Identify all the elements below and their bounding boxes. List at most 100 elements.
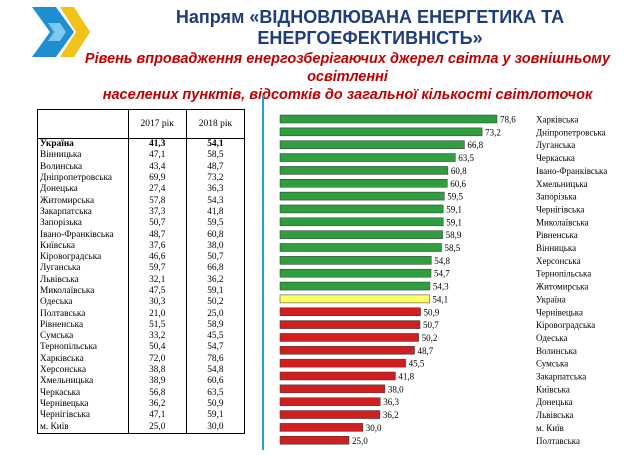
table-header-2018: 2018 рік [185,109,246,139]
category-label: Запорізька [536,192,577,202]
category-label: Одеська [536,333,568,343]
table-cell-2017: 69,9 [127,172,187,185]
bar-value-label: 58,5 [445,243,461,253]
category-label: Харківська [536,115,578,125]
chart-bar [279,397,381,406]
table-row: Львівська 32,1 36,2 [37,274,246,286]
bar-value-label: 36,2 [383,410,399,420]
bar-value-label: 54,3 [433,282,449,292]
bar-value-label: 48,7 [418,346,434,356]
table-row: Харківська 72,0 78,6 [37,353,246,365]
divider-line [262,95,264,450]
category-label: Полтавська [536,436,580,446]
bar-value-label: 50,7 [423,320,439,330]
chart-bar [279,256,432,265]
table-cell-2018: 60,6 [185,376,246,388]
table-cell-2018: 78,6 [185,353,246,365]
table-cell-region: Луганська [37,263,129,275]
table-cell-region: Житомирська [37,195,129,207]
table-row: Запорізька 50,7 59,5 [37,218,246,230]
table-cell-region: м. Київ [37,421,129,434]
table-row: м. Київ 25,0 30,0 [37,421,246,434]
table-cell-region: Кіровоградська [37,251,129,264]
table-cell-region: Тернопільська [37,342,129,354]
table-cell-region: Рівненська [37,319,129,332]
table-row: Житомирська 57,8 54,3 [37,195,246,207]
category-label: Сумська [536,359,568,369]
bar-value-label: 36,3 [383,397,399,407]
table-cell-2017: 21,0 [127,308,187,320]
table-row: Миколаївська 47,5 59,1 [37,285,246,298]
table-cell-2017: 36,2 [127,398,187,411]
category-label: Чернігівська [536,205,584,215]
table-cell-region: Полтавська [37,308,129,320]
chart-bar [279,294,430,304]
table-cell-2017: 27,4 [127,184,187,196]
title-line-1: Напрям «ВІДНОВЛЮВАНА ЕНЕРГЕТИКА ТА [175,7,565,27]
bar-value-label: 50,9 [424,307,440,317]
table-cell-2017: 47,1 [127,410,187,422]
category-label: Рівненська [536,230,578,240]
table-cell-2017: 47,1 [127,150,187,162]
category-label: Волинська [536,346,577,356]
chart-bar [279,191,445,201]
table-cell-2018: 45,5 [185,331,246,343]
table-cell-2017: 30,3 [127,297,187,309]
table-cell-2017: 46,6 [127,251,187,264]
table-row: Івано-Франківська 48,7 60,8 [37,229,246,241]
chart-bar [279,166,449,175]
chart-bar [279,320,421,329]
table-cell-2018: 66,8 [185,263,246,275]
table-cell-region: Чернігівська [37,410,129,422]
bar-chart: 78,6 Харківська 73,2 Дніпропетровська 66,8 Лу… [279,114,607,446]
table-row: Одеська 30,3 50,2 [37,297,246,309]
table-cell-2017: 59,7 [127,263,187,275]
chart-bar [279,217,444,227]
regions-table: 2017 рік 2018 рік Україна 41,3 54,1 Вінниць… [37,109,246,434]
table-cell-2018: 58,5 [185,150,246,162]
bar-value-label: 58,9 [446,230,462,240]
category-label: Київська [536,384,570,394]
table-row: Чернігівська 47,1 59,1 [37,410,246,422]
table-row: Черкаська 56,8 63,5 [37,387,246,399]
table-cell-2017: 50,7 [127,218,187,230]
bar-value-label: 66,8 [467,140,483,150]
table-cell-2018: 38,0 [185,240,246,252]
chart-bar [279,204,444,214]
table-cell-region: Вінницька [37,150,129,162]
table-row: Вінницька 47,1 58,5 [37,150,246,162]
table-cell-region: Україна [37,138,129,151]
table-cell-2017: 32,1 [127,274,187,286]
chart-bar [279,268,432,278]
table-row: Хмельницька 38,9 60,6 [37,376,246,388]
table-row: Волинська 43,4 48,7 [37,161,246,173]
category-label: Донецька [536,397,573,407]
table-cell-2017: 33,2 [127,331,187,343]
table-cell-2018: 73,2 [185,172,246,185]
table-cell-region: Сумська [37,331,129,343]
logo-icon [32,7,90,57]
table-cell-2017: 37,6 [127,240,187,252]
table-row: Тернопільська 50,4 54,7 [37,342,246,354]
table-cell-region: Волинська [37,161,129,173]
bar-value-label: 78,6 [500,115,516,125]
table-cell-2018: 54,8 [185,364,246,377]
table-cell-2018: 54,7 [185,342,246,354]
chart-bar [279,114,498,124]
bar-value-label: 73,2 [485,127,501,137]
chart-bar [279,333,419,342]
category-label: Чернівецька [536,307,583,317]
table-cell-2017: 41,3 [127,138,187,151]
bar-value-label: 54,7 [434,269,450,279]
bar-value-label: 25,0 [352,436,368,446]
table-cell-region: Донецька [37,184,129,196]
table-row: Сумська 33,2 45,5 [37,331,246,343]
table-cell-region: Чернівецька [37,398,129,411]
bar-value-label: 45,5 [409,359,425,369]
table-cell-2018: 59,1 [185,285,246,298]
table-cell-region: Черкаська [37,387,129,399]
table-cell-2018: 50,7 [185,251,246,264]
table-cell-2018: 41,8 [185,206,246,219]
table-cell-2018: 63,5 [185,387,246,399]
table-cell-2018: 54,1 [185,138,246,151]
